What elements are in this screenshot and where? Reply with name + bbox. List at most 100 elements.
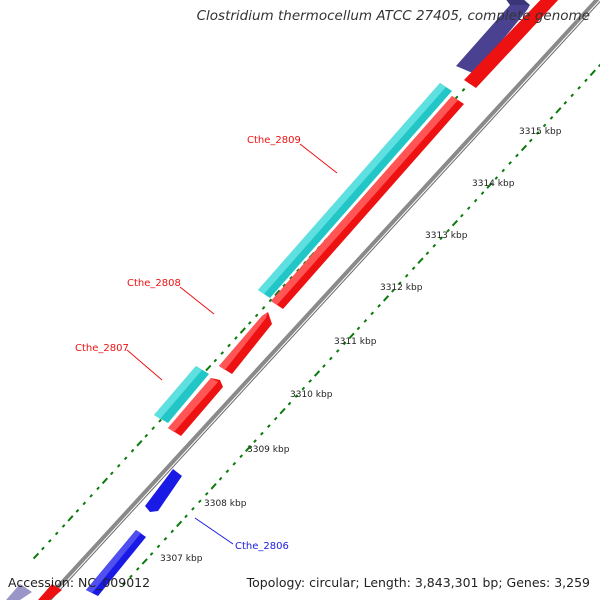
- accession-text: Accession: NC_009012: [8, 575, 151, 590]
- minor-tick: [254, 313, 259, 318]
- minor-tick: [528, 138, 533, 143]
- genome-backbone-shadow: [50, 0, 600, 600]
- minor-tick: [282, 283, 287, 288]
- minor-ticks-reverse: [122, 63, 600, 586]
- gene-feature-cthe-2808-shade[interactable]: [219, 312, 268, 370]
- minor-tick: [335, 349, 340, 353]
- major-tick: [451, 219, 459, 227]
- minor-tick: [191, 506, 195, 511]
- minor-tick: [480, 191, 485, 195]
- major-tick: [210, 483, 217, 490]
- major-tick: [313, 370, 321, 377]
- minor-tick: [204, 491, 209, 496]
- minor-tick: [47, 539, 52, 543]
- gene-label-cthe-2807[interactable]: Cthe_2807: [75, 343, 129, 354]
- minor-tick: [227, 343, 231, 348]
- minor-tick: [308, 379, 313, 383]
- gene-feature-cthe-2809-reverse-shade[interactable]: [271, 96, 458, 305]
- minor-tick: [377, 304, 381, 308]
- minor-tick: [542, 123, 547, 128]
- minor-tick: [322, 364, 326, 368]
- minor-tick: [273, 416, 278, 421]
- minor-tick: [110, 471, 114, 476]
- minor-tick: [144, 433, 149, 438]
- genome-backbone: [44, 0, 600, 600]
- minor-tick: [218, 476, 223, 481]
- gene-feature-purple-bottom[interactable]: [6, 584, 32, 600]
- gene-feature-cthe-2807-forward-shade[interactable]: [154, 366, 202, 419]
- major-tick: [274, 289, 281, 297]
- minor-tick: [123, 456, 128, 461]
- minor-tick: [266, 424, 271, 428]
- gene-label-cthe-2806[interactable]: Cthe_2806: [235, 541, 289, 552]
- minor-tick: [261, 306, 266, 310]
- major-tick: [486, 182, 493, 189]
- minor-tick: [61, 524, 66, 528]
- major-tick: [520, 144, 528, 152]
- minor-tick: [82, 501, 87, 506]
- minor-tick: [397, 281, 402, 286]
- minor-tick: [439, 236, 444, 241]
- minor-tick: [508, 161, 512, 165]
- minor-tick: [225, 469, 230, 474]
- minor-tick: [296, 268, 300, 273]
- minor-tick: [494, 176, 499, 180]
- gene-feature-cthe-2809-shade[interactable]: [258, 83, 446, 294]
- major-tick: [239, 327, 246, 334]
- gene-label-cthe-2808[interactable]: Cthe_2808: [127, 278, 181, 289]
- minor-tick: [535, 131, 540, 135]
- minor-tick: [329, 356, 333, 361]
- minor-tick: [342, 341, 347, 346]
- gene-feature-purple-top[interactable]: [456, 5, 530, 74]
- minor-tick: [268, 298, 273, 303]
- gene-feature-cthe-2806[interactable]: [145, 469, 182, 512]
- minor-tick: [247, 321, 252, 325]
- map-title: Clostridium thermocellum ATCC 27405, com…: [196, 8, 590, 24]
- major-tick: [348, 332, 355, 340]
- minor-tick: [198, 499, 202, 504]
- minor-tick: [356, 326, 361, 331]
- minor-tick: [287, 401, 292, 406]
- leader-line-cthe-2808: [179, 286, 215, 315]
- gene-feature-purple-top-arrow[interactable]: [505, 0, 530, 5]
- minor-tick: [460, 213, 464, 218]
- minor-tick: [363, 319, 368, 323]
- minor-tick: [170, 529, 175, 534]
- leader-line-cthe-2807: [126, 349, 163, 381]
- minor-tick: [89, 494, 93, 498]
- reverse-strand-genes: [38, 0, 560, 600]
- minor-tick: [301, 386, 306, 391]
- minor-tick: [549, 116, 554, 120]
- minor-tick: [41, 546, 45, 551]
- minor-tick: [577, 86, 581, 90]
- minor-tick: [260, 431, 264, 436]
- minor-tick: [213, 358, 218, 363]
- minor-tick: [432, 243, 437, 248]
- gene-feature-blue-lower-shade[interactable]: [86, 530, 141, 593]
- gene-labels: Cthe_2806 Cthe_2807 Cthe_2808 Cthe_2809: [75, 135, 338, 552]
- gene-feature-red-bottom[interactable]: [38, 584, 62, 600]
- minor-tick: [135, 567, 140, 571]
- major-tick: [589, 69, 596, 77]
- gene-label-cthe-2809[interactable]: Cthe_2809: [247, 135, 301, 146]
- tick-label-3313: 3313 kbp: [425, 231, 468, 241]
- major-tick: [555, 107, 562, 114]
- minor-tick: [156, 544, 161, 549]
- minor-tick: [461, 88, 466, 92]
- minor-tick: [425, 251, 430, 256]
- major-tick: [244, 445, 252, 452]
- minor-tick: [404, 273, 409, 278]
- major-tick: [279, 407, 286, 415]
- gene-feature-red-top[interactable]: [464, 0, 560, 88]
- major-tick: [417, 257, 424, 264]
- minor-tick: [151, 426, 156, 431]
- topology-text: Topology: circular; Length: 3,843,301 bp…: [246, 575, 590, 590]
- tick-label-3311: 3311 kbp: [334, 337, 377, 347]
- gene-feature-cthe-2807-reverse-shade[interactable]: [168, 378, 218, 432]
- leader-line-cthe-2809: [299, 143, 338, 174]
- minor-tick: [294, 394, 299, 398]
- minor-tick: [75, 509, 80, 513]
- minor-tick: [501, 168, 506, 173]
- major-tick: [67, 515, 74, 522]
